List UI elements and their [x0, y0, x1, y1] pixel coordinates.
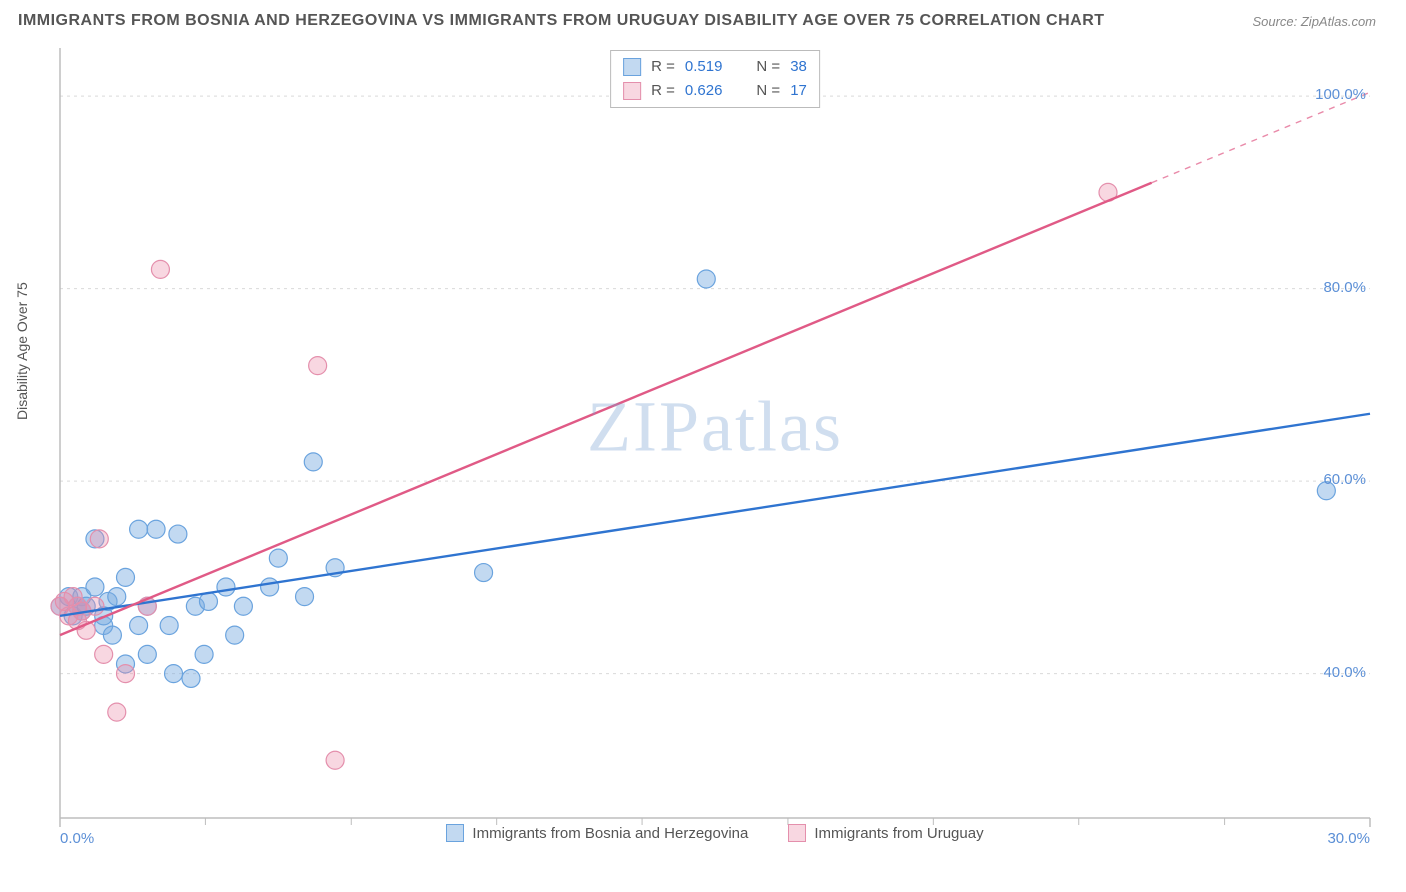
chart-svg: [50, 48, 1380, 838]
axis-tick-label: 60.0%: [1323, 471, 1366, 488]
legend-series-label: Immigrants from Uruguay: [814, 825, 983, 842]
axis-tick-label: 80.0%: [1323, 279, 1366, 296]
legend-n-label: N =: [756, 79, 780, 103]
legend-n-label: N =: [756, 55, 780, 79]
legend-r-label: R =: [651, 79, 675, 103]
legend-r-value[interactable]: 0.626: [685, 79, 723, 103]
legend-correlation-row: R = 0.626 N = 17: [623, 79, 807, 103]
legend-series-label: Immigrants from Bosnia and Herzegovina: [472, 825, 748, 842]
legend-swatch-icon: [446, 824, 464, 842]
axis-tick-label: 30.0%: [1327, 830, 1370, 847]
legend-series: Immigrants from Bosnia and Herzegovina Im…: [50, 824, 1380, 846]
legend-r-label: R =: [651, 55, 675, 79]
axis-tick-label: 0.0%: [60, 830, 94, 847]
axis-tick-label: 100.0%: [1315, 86, 1366, 103]
axis-tick-label: 40.0%: [1323, 664, 1366, 681]
legend-correlation-box: R = 0.519 N = 38 R = 0.626 N = 17: [610, 50, 820, 108]
legend-n-value[interactable]: 38: [790, 55, 807, 79]
y-axis-label: Disability Age Over 75: [14, 282, 30, 420]
chart-title: IMMIGRANTS FROM BOSNIA AND HERZEGOVINA V…: [18, 12, 1105, 30]
legend-series-item: Immigrants from Uruguay: [788, 824, 983, 842]
plot-area: R =0.519N =38R =0.626N =17 ZIPatlas Immi…: [50, 48, 1380, 838]
legend-series-item: Immigrants from Bosnia and Herzegovina: [446, 824, 748, 842]
legend-swatch-icon: [623, 58, 641, 76]
legend-swatch-icon: [788, 824, 806, 842]
legend-r-value[interactable]: 0.519: [685, 55, 723, 79]
legend-swatch-icon: [623, 82, 641, 100]
legend-correlation-row: R = 0.519 N = 38: [623, 55, 807, 79]
legend-n-value[interactable]: 17: [790, 79, 807, 103]
source-label: Source: ZipAtlas.com: [1252, 14, 1376, 29]
